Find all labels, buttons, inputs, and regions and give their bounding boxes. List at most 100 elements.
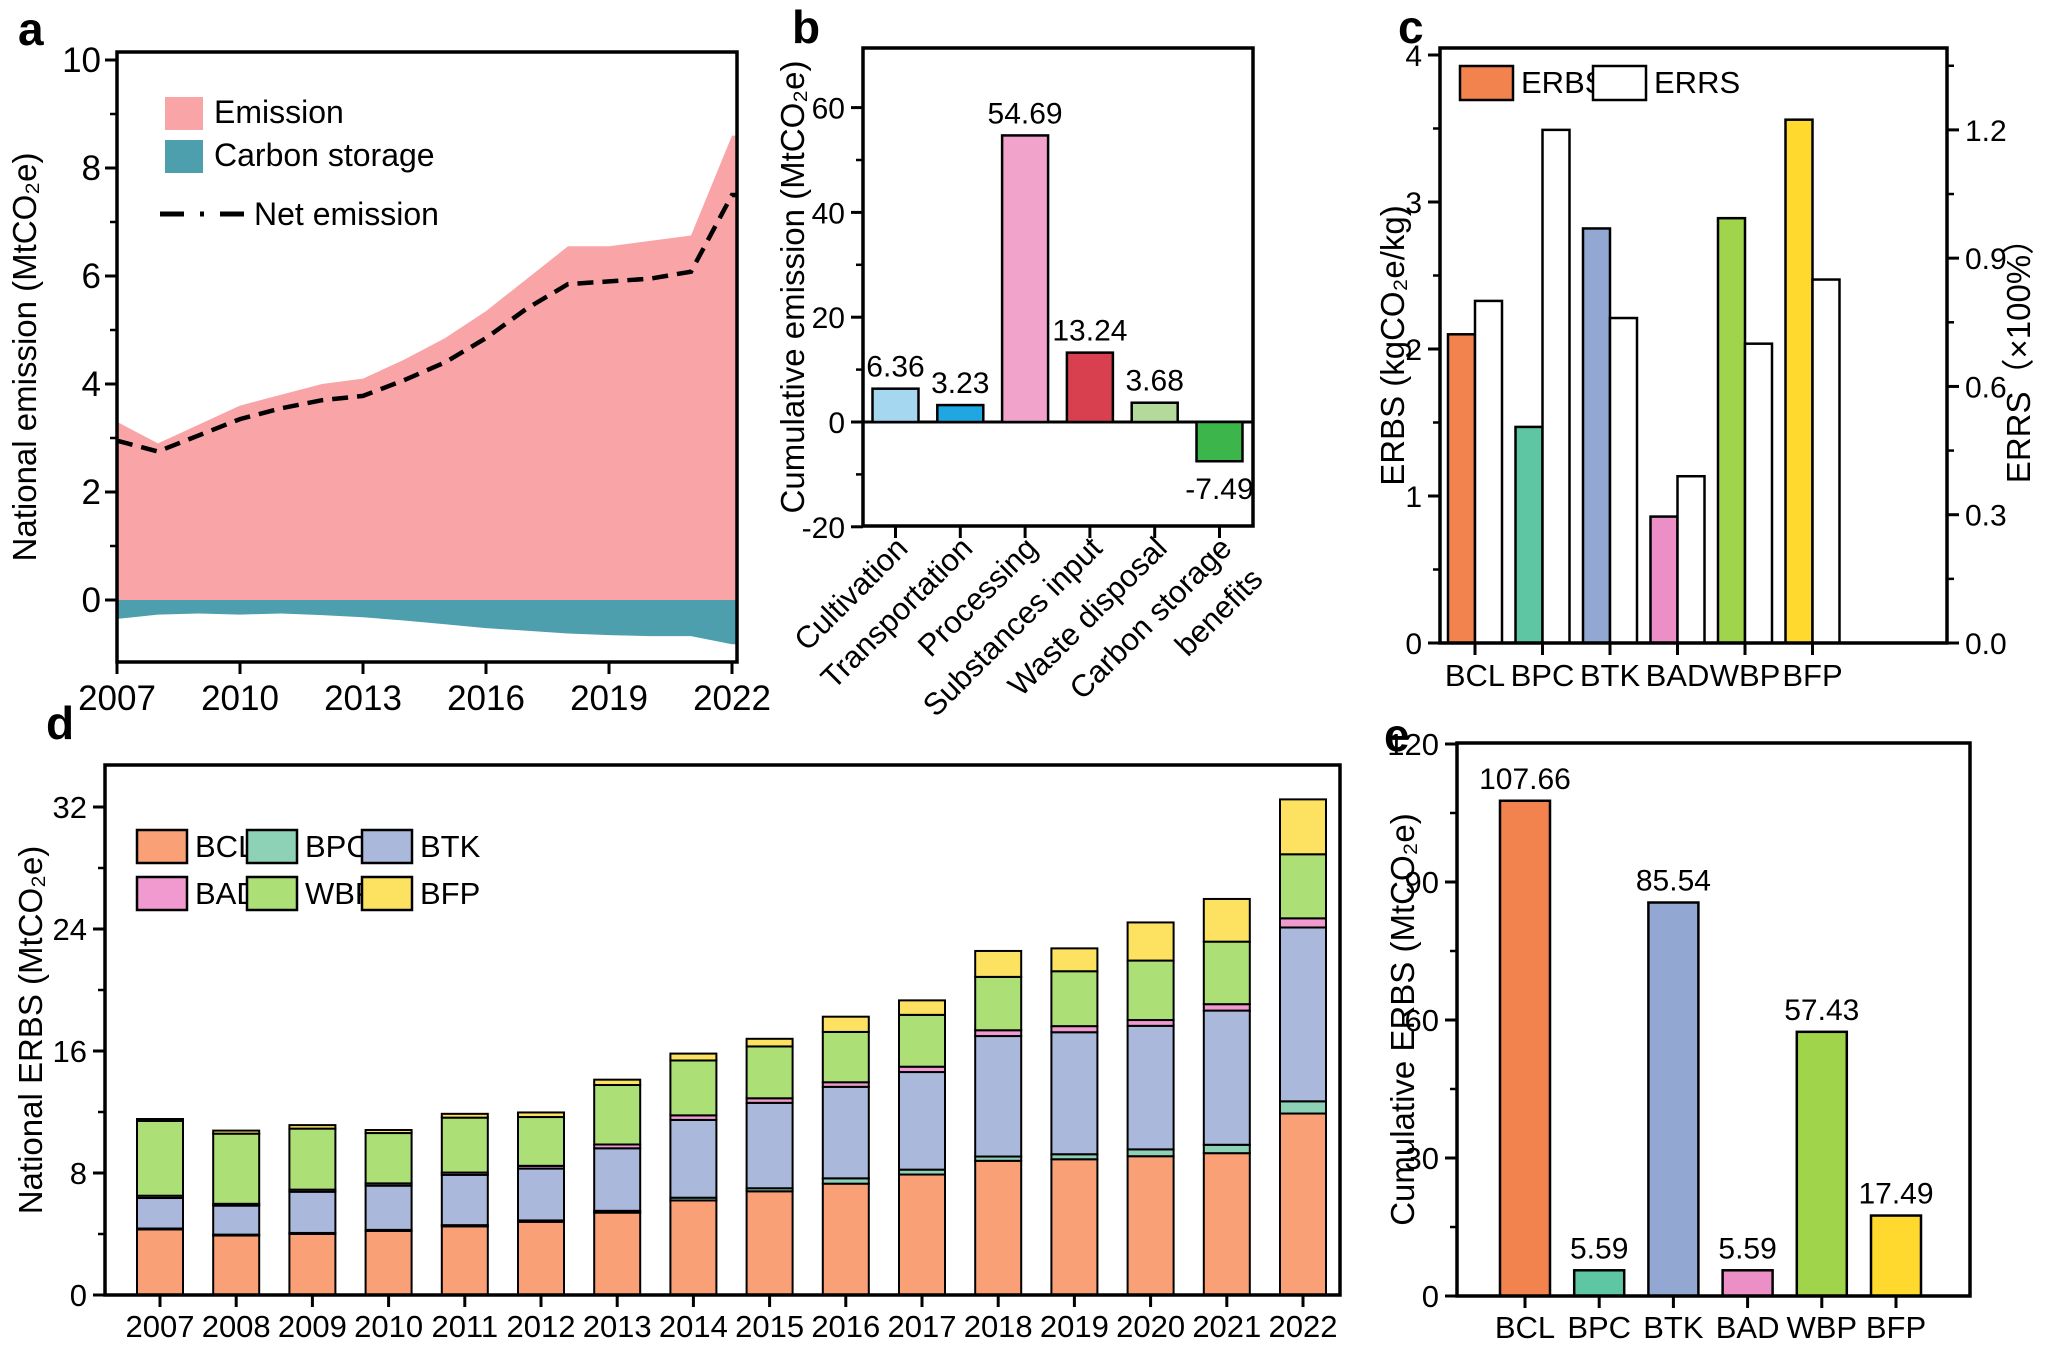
label: 0.0	[1965, 628, 2007, 661]
x-year-label: 2012	[507, 1309, 576, 1344]
label: 6	[82, 257, 101, 296]
label: 60	[812, 93, 845, 126]
stack-segment-wbp	[898, 1013, 946, 1068]
label: 16	[53, 1034, 87, 1069]
stack-segment-bcl	[669, 1199, 718, 1296]
stack-segment-bfp	[212, 1129, 261, 1135]
label: 2019	[570, 679, 648, 718]
stack-segment-bcl	[1279, 1112, 1327, 1297]
label: 24	[53, 912, 87, 947]
x-year-label: 2022	[1269, 1309, 1338, 1344]
panel-c-chart: 0 1 2 3 4 0.0 0.3 0.6 0.9 1.2 BCL BPC BTK BAD WBP BFP ER…	[1374, 40, 2037, 693]
stack-segment-btk	[745, 1101, 794, 1190]
stack-segment-wbp	[517, 1116, 565, 1167]
legend-swatch-bcl	[135, 828, 189, 865]
stack-segment-bcl	[440, 1225, 489, 1296]
x-year-label: 2021	[1192, 1309, 1261, 1344]
bar-errs-bcl	[1473, 299, 1504, 645]
x-category-label: BFP	[1866, 1310, 1926, 1345]
x-year-label: 2020	[1116, 1309, 1185, 1344]
label: 30	[1405, 1141, 1439, 1176]
x-year-label: 2011	[431, 1309, 498, 1344]
stack-segment-bcl	[593, 1211, 642, 1297]
stack-segment-bcl	[517, 1220, 565, 1297]
stack-segment-bfp	[669, 1052, 718, 1062]
y-axis-label: National ERBS (MtCO₂e)	[12, 846, 49, 1215]
bar-processing	[1000, 134, 1050, 424]
label: 0	[70, 1278, 87, 1313]
panel-b-chart: 6.36 3.2354.6913.243.68-7.49-200204060Cul…	[774, 46, 1269, 723]
x-year-label: 2014	[659, 1309, 728, 1344]
label: 20	[812, 302, 845, 335]
stack-segment-bfp	[288, 1124, 337, 1130]
x-year-label: 2016	[811, 1309, 880, 1344]
label: -20	[802, 512, 845, 545]
label: 0.3	[1965, 500, 2007, 533]
x-year-label: 2013	[583, 1309, 652, 1344]
label: 0	[82, 581, 101, 620]
panel-b-label: b	[792, 1, 821, 53]
stack-segment-bcl	[974, 1159, 1023, 1297]
bar-value-label: 17.49	[1858, 1178, 1933, 1211]
bar-errs-bfp	[1811, 278, 1841, 645]
stack-segment-wbp	[1202, 940, 1251, 1006]
label: 3	[1405, 187, 1422, 220]
stack-segment-bcl	[1202, 1152, 1251, 1297]
stack-segment-btk	[593, 1147, 642, 1212]
legend-swatch-bfp	[360, 875, 414, 912]
stack-segment-btk	[364, 1184, 413, 1231]
bar-cultivation	[871, 387, 920, 424]
x-year-label: 2019	[1040, 1309, 1109, 1344]
legend-emission: Emission	[214, 94, 344, 130]
label: 90	[1405, 865, 1439, 900]
bar-erbs-btk	[1581, 227, 1612, 645]
label: 2	[82, 473, 101, 512]
bar-errs-bpc	[1541, 128, 1571, 645]
label: 2013	[324, 679, 402, 718]
bar-value-label: 85.54	[1636, 865, 1711, 898]
bar-value-label: 5.59	[1718, 1232, 1776, 1265]
stack-segment-bcl	[136, 1228, 184, 1297]
stack-segment-wbp	[974, 975, 1023, 1032]
legend-swatch-btk	[360, 828, 414, 865]
panel-e-chart: 107.66 5.59 85.54 5.59 57.43 17.49 0 30 60 90 120 B…	[1384, 727, 1972, 1345]
stack-segment-btk	[669, 1118, 718, 1199]
stack-segment-wbp	[136, 1119, 184, 1197]
bar-value-label: 3.23	[931, 367, 989, 400]
bar-value-label: 6.36	[866, 351, 924, 384]
legend-swatch-erbs	[1458, 64, 1515, 102]
label: 60	[1405, 1003, 1439, 1038]
legend-swatch-bad	[135, 875, 189, 912]
x-year-label: 2008	[202, 1309, 271, 1344]
stack-segment-btk	[898, 1071, 946, 1171]
legend-bcl: BCL	[195, 829, 255, 864]
bar-bpc	[1572, 1269, 1626, 1298]
bar-erbs-bcl	[1446, 333, 1477, 645]
stack-segment-bfp	[1279, 798, 1327, 856]
stack-segment-bpc	[1126, 1148, 1175, 1158]
label: 4	[1405, 40, 1422, 73]
stack-segment-bfp	[1050, 947, 1099, 973]
y-axis-label-left: ERBS (kgCO₂e/kg)	[1374, 205, 1411, 486]
stack-segment-wbp	[212, 1132, 261, 1205]
stack-segment-btk	[212, 1204, 261, 1236]
x-year-label: 2010	[354, 1309, 423, 1344]
legend-net-emission: Net emission	[254, 196, 439, 232]
label: 0.9	[1965, 243, 2007, 276]
label: 8	[70, 1156, 87, 1191]
legend-swatch-wbp	[245, 875, 299, 912]
stack-segment-bfp	[364, 1128, 413, 1135]
label: 2010	[201, 679, 279, 718]
stack-segment-wbp	[745, 1045, 794, 1100]
bar-bfp	[1869, 1214, 1923, 1298]
stack-segment-bcl	[288, 1233, 337, 1296]
label: 8	[82, 149, 101, 188]
label: 4	[82, 365, 101, 404]
bar-transportation	[936, 403, 985, 424]
stack-segment-bfp	[593, 1078, 642, 1087]
stack-segment-bcl	[745, 1190, 794, 1297]
stack-segment-wbp	[669, 1059, 718, 1117]
panel-c-label: c	[1398, 1, 1424, 53]
stack-segment-btk	[517, 1167, 565, 1222]
